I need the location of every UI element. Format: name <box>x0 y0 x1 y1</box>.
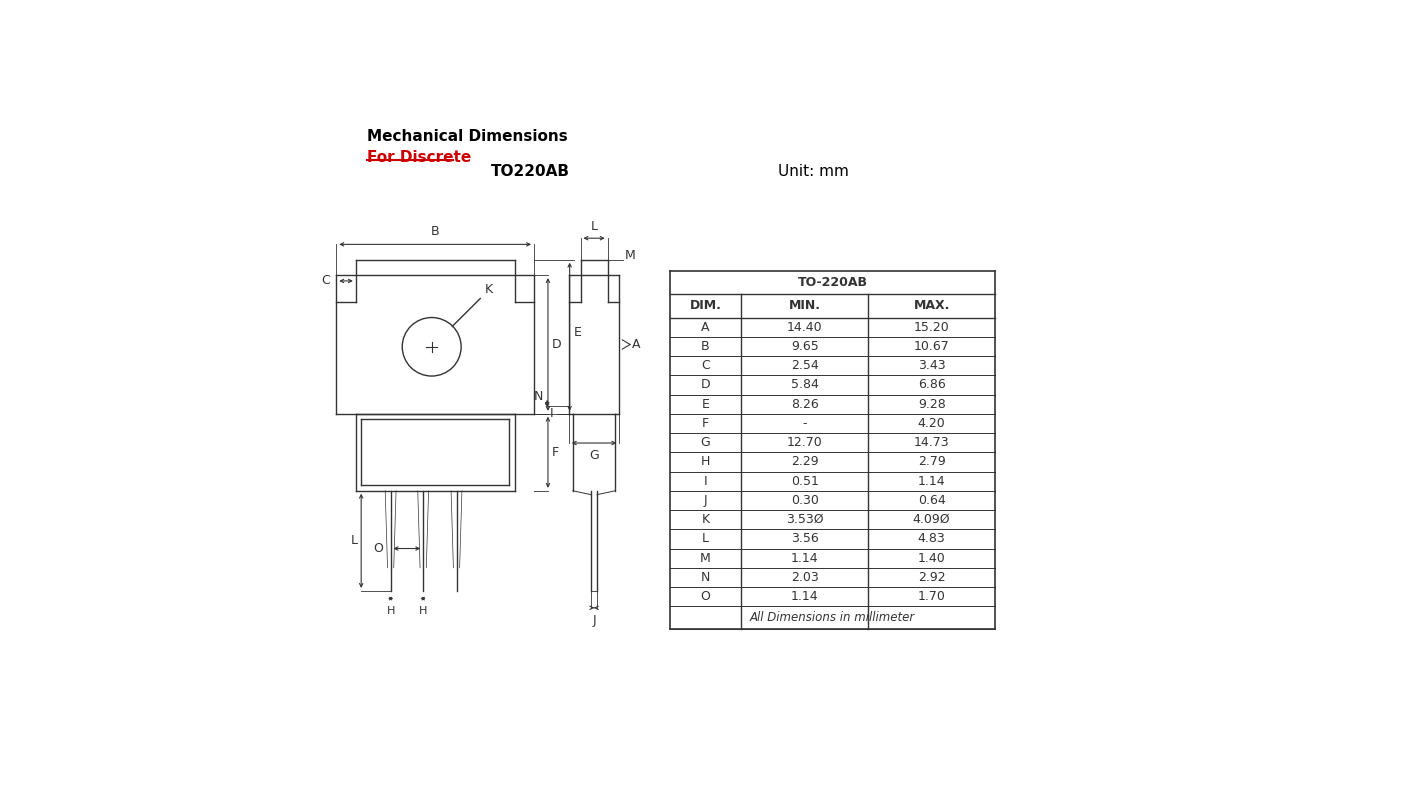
Text: 2.79: 2.79 <box>917 456 946 468</box>
Text: H: H <box>386 606 395 616</box>
Text: MIN.: MIN. <box>788 299 821 313</box>
Text: L: L <box>591 219 598 233</box>
Text: 3.43: 3.43 <box>917 359 946 372</box>
Text: A: A <box>632 338 640 351</box>
Text: F: F <box>701 417 709 430</box>
Text: N: N <box>534 390 544 403</box>
Text: 14.40: 14.40 <box>787 321 822 334</box>
Text: Unit: mm: Unit: mm <box>778 164 848 179</box>
Text: For Discrete: For Discrete <box>368 150 471 164</box>
Text: 4.20: 4.20 <box>917 417 946 430</box>
Text: DIM.: DIM. <box>690 299 721 313</box>
Text: C: C <box>701 359 710 372</box>
Text: 9.65: 9.65 <box>791 340 818 353</box>
Text: K: K <box>701 513 710 526</box>
Text: B: B <box>430 225 440 239</box>
Text: 5.84: 5.84 <box>791 378 819 391</box>
Text: -: - <box>802 417 807 430</box>
Text: TO220AB: TO220AB <box>491 164 569 179</box>
Text: 14.73: 14.73 <box>914 437 950 449</box>
Text: 0.51: 0.51 <box>791 475 819 488</box>
Text: K: K <box>484 282 493 295</box>
Text: 2.92: 2.92 <box>917 571 946 584</box>
Text: 15.20: 15.20 <box>914 321 950 334</box>
Text: 0.64: 0.64 <box>917 494 946 507</box>
Text: 2.03: 2.03 <box>791 571 818 584</box>
Text: E: E <box>701 397 710 411</box>
Text: L: L <box>351 535 358 547</box>
Text: 12.70: 12.70 <box>787 437 822 449</box>
Text: 1.14: 1.14 <box>917 475 946 488</box>
Text: 6.86: 6.86 <box>917 378 946 391</box>
Text: M: M <box>625 250 635 263</box>
Text: All Dimensions in millimeter: All Dimensions in millimeter <box>750 611 914 624</box>
Text: 3.56: 3.56 <box>791 532 818 545</box>
Text: N: N <box>700 571 710 584</box>
Text: G: G <box>700 437 710 449</box>
Text: O: O <box>700 591 710 603</box>
Text: 2.29: 2.29 <box>791 456 818 468</box>
Text: E: E <box>574 326 581 339</box>
Text: 1.14: 1.14 <box>791 591 818 603</box>
Text: 0.30: 0.30 <box>791 494 819 507</box>
Text: 9.28: 9.28 <box>917 397 946 411</box>
Text: MAX.: MAX. <box>913 299 950 313</box>
Text: L: L <box>701 532 709 545</box>
Text: H: H <box>700 456 710 468</box>
Text: I: I <box>550 407 554 421</box>
Text: 8.26: 8.26 <box>791 397 818 411</box>
Text: J: J <box>704 494 707 507</box>
Text: D: D <box>700 378 710 391</box>
Text: M: M <box>700 551 711 565</box>
Text: H: H <box>419 606 427 616</box>
Text: G: G <box>589 449 599 462</box>
Text: J: J <box>592 614 596 627</box>
Text: B: B <box>701 340 710 353</box>
Text: O: O <box>373 542 383 555</box>
Text: D: D <box>552 338 561 351</box>
Text: A: A <box>701 321 710 334</box>
Text: 3.53Ø: 3.53Ø <box>785 513 824 526</box>
Text: 10.67: 10.67 <box>914 340 950 353</box>
Text: TO-220AB: TO-220AB <box>798 276 868 290</box>
Text: 1.70: 1.70 <box>917 591 946 603</box>
Text: 4.83: 4.83 <box>917 532 946 545</box>
Text: 1.40: 1.40 <box>917 551 946 565</box>
Text: F: F <box>552 446 559 459</box>
Text: I: I <box>704 475 707 488</box>
Text: C: C <box>321 275 331 287</box>
Text: 1.14: 1.14 <box>791 551 818 565</box>
Text: 4.09Ø: 4.09Ø <box>913 513 950 526</box>
Text: 2.54: 2.54 <box>791 359 818 372</box>
Text: Mechanical Dimensions: Mechanical Dimensions <box>368 128 568 144</box>
